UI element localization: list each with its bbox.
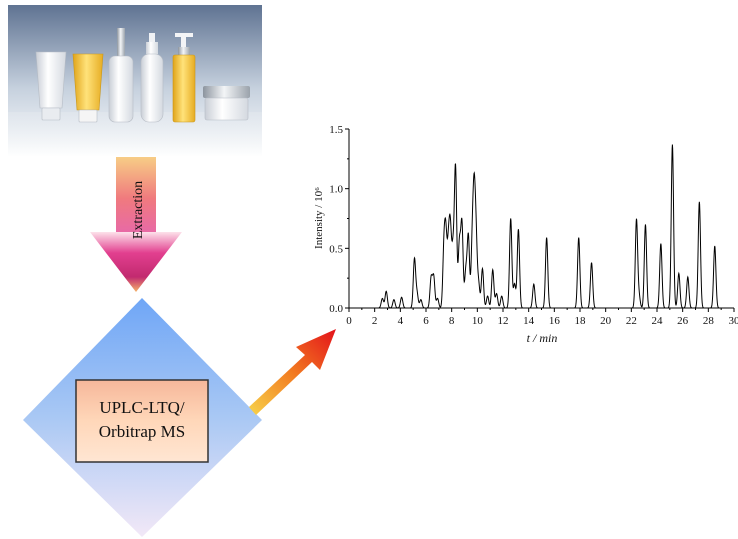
white-tube-icon — [35, 51, 67, 121]
x-tick-label: 20 — [600, 315, 612, 327]
extraction-arrow: Extraction — [90, 157, 182, 292]
instrument-diamond: UPLC-LTQ/ Orbitrap MS — [23, 298, 262, 537]
diagonal-arrow — [249, 329, 336, 415]
x-tick-label: 16 — [549, 315, 561, 327]
x-tick-label: 8 — [449, 315, 455, 327]
y-tick-label: 0.5 — [329, 243, 343, 255]
white-bottle-icon — [108, 28, 134, 123]
extraction-label: Extraction — [131, 181, 146, 239]
pump-bottle-icon — [172, 33, 196, 123]
x-axis-label: t / min — [527, 331, 558, 345]
instrument-label-line2: Orbitrap MS — [99, 422, 185, 441]
cosmetics-photo — [8, 5, 262, 157]
y-tick-label: 1.5 — [329, 124, 343, 136]
x-tick-label: 12 — [498, 315, 509, 327]
y-tick-label: 1.0 — [329, 184, 343, 196]
x-tick-label: 26 — [677, 315, 689, 327]
instrument-label-line1: UPLC-LTQ/ — [99, 398, 185, 417]
chromatogram-trace — [349, 144, 724, 309]
y-tick-label: 0.0 — [329, 303, 343, 315]
x-tick-label: 0 — [346, 315, 352, 327]
chromatogram-chart: 0 2 4 6 8 10 12 14 16 18 20 22 24 26 28 300.00.51.01.5 … — [313, 124, 738, 345]
x-tick-label: 28 — [703, 315, 715, 327]
x-tick-label: 22 — [626, 315, 637, 327]
x-tick-label: 30 — [729, 315, 738, 327]
x-tick-label: 6 — [423, 315, 429, 327]
spray-bottle-icon — [140, 33, 164, 123]
y-axis-label: Intensity / 10⁶ — [313, 187, 325, 249]
x-tick-label: 4 — [398, 315, 404, 327]
x-tick-label: 10 — [472, 315, 484, 327]
x-tick-label: 2 — [372, 315, 378, 327]
x-tick-label: 18 — [575, 315, 587, 327]
x-tick-label: 24 — [652, 315, 664, 327]
instrument-box — [75, 379, 209, 463]
x-tick-label: 14 — [523, 315, 535, 327]
yellow-tube-icon — [72, 53, 104, 123]
cream-jar-icon — [203, 86, 250, 121]
